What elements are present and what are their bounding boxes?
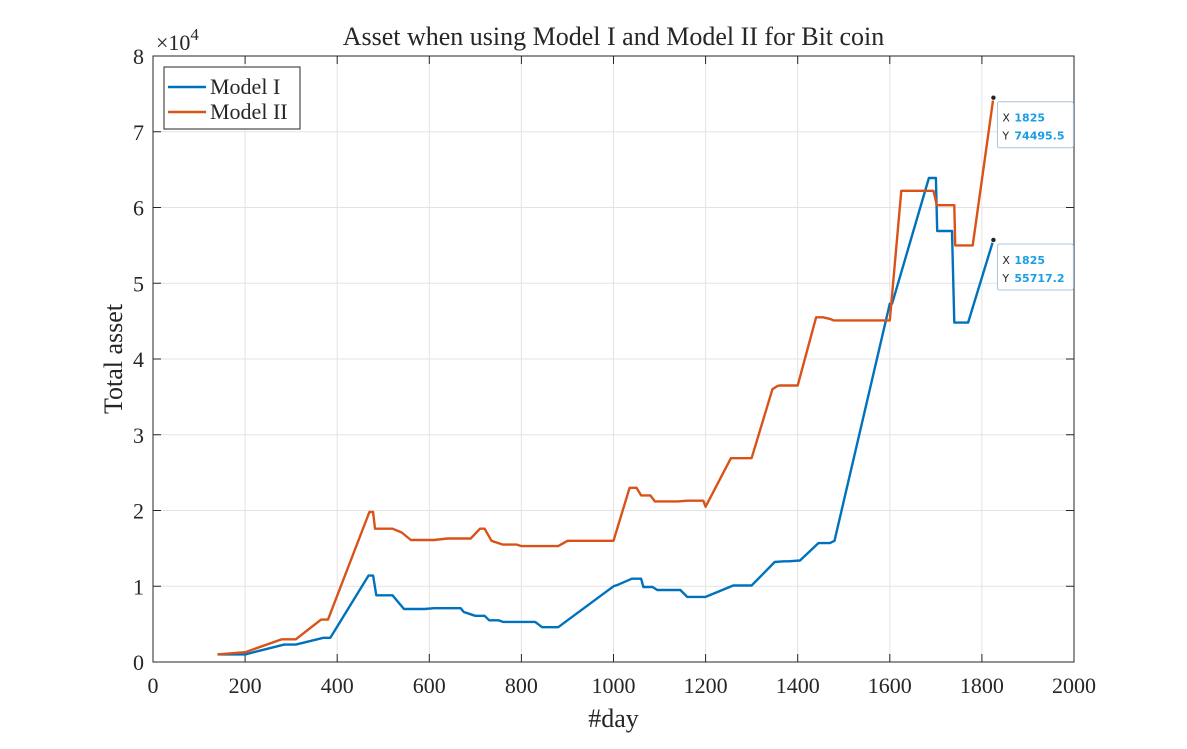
x-tick-label: 200 <box>229 673 262 698</box>
datatip-y-label: Y <box>1001 272 1009 285</box>
datatips: X 1825 Y 74495.5 X 1825 Y 55717.2 <box>990 94 1074 291</box>
x-tick-label: 800 <box>505 673 538 698</box>
datatip-y-value: 55717.2 <box>1014 272 1064 285</box>
x-tick-label: 1000 <box>592 673 636 698</box>
x-tick-label: 600 <box>413 673 446 698</box>
y-axis-exponent-power: 4 <box>190 25 199 44</box>
y-tick-label: 2 <box>133 499 144 524</box>
y-axis-exponent-base: ×10 <box>156 30 190 55</box>
datatip-y-value: 74495.5 <box>1014 130 1064 143</box>
x-axis-label: #day <box>588 704 639 733</box>
y-tick-label: 0 <box>133 650 144 675</box>
datatip-box[interactable] <box>996 243 1074 291</box>
y-tick-label: 5 <box>133 271 144 296</box>
y-axis-label: Total asset <box>99 303 128 414</box>
y-tick-label: 6 <box>133 196 144 221</box>
x-tick-label: 1800 <box>960 673 1004 698</box>
datatip-x-value: 1825 <box>1014 112 1045 125</box>
x-tick-label: 1400 <box>776 673 820 698</box>
datatip-box[interactable] <box>996 101 1074 149</box>
datatip-x-value: 1825 <box>1014 254 1045 267</box>
datatip-marker[interactable] <box>990 94 997 101</box>
legend-label-1: Model I <box>210 74 280 99</box>
series-lines <box>217 97 995 656</box>
datatip-x-label: X <box>1002 112 1010 125</box>
datatip-y-label: Y <box>1001 130 1009 143</box>
series-line-2 <box>217 97 995 656</box>
x-tick-label: 1200 <box>684 673 728 698</box>
series-line-1 <box>217 176 995 656</box>
y-tick-label: 8 <box>133 44 144 69</box>
x-tick-label: 0 <box>148 673 159 698</box>
y-tick-label: 4 <box>133 347 144 372</box>
x-tick-label: 2000 <box>1052 673 1096 698</box>
datatip-marker[interactable] <box>990 236 997 243</box>
y-tick-label: 7 <box>133 120 144 145</box>
x-tick-label: 400 <box>321 673 354 698</box>
y-axis-exponent: ×104 <box>156 25 199 55</box>
legend-box <box>163 66 301 130</box>
legend-label-2: Model II <box>210 99 288 124</box>
datatip-x-label: X <box>1002 254 1010 267</box>
axis-ticks: 0 200 400 600 800 1000 1200 1400 1600 1800 2000 0 1 2… <box>133 44 1096 698</box>
x-tick-label: 1600 <box>868 673 912 698</box>
chart-title: Asset when using Model I and Model II fo… <box>343 22 885 51</box>
y-tick-label: 3 <box>133 423 144 448</box>
y-tick-label: 1 <box>133 574 144 599</box>
